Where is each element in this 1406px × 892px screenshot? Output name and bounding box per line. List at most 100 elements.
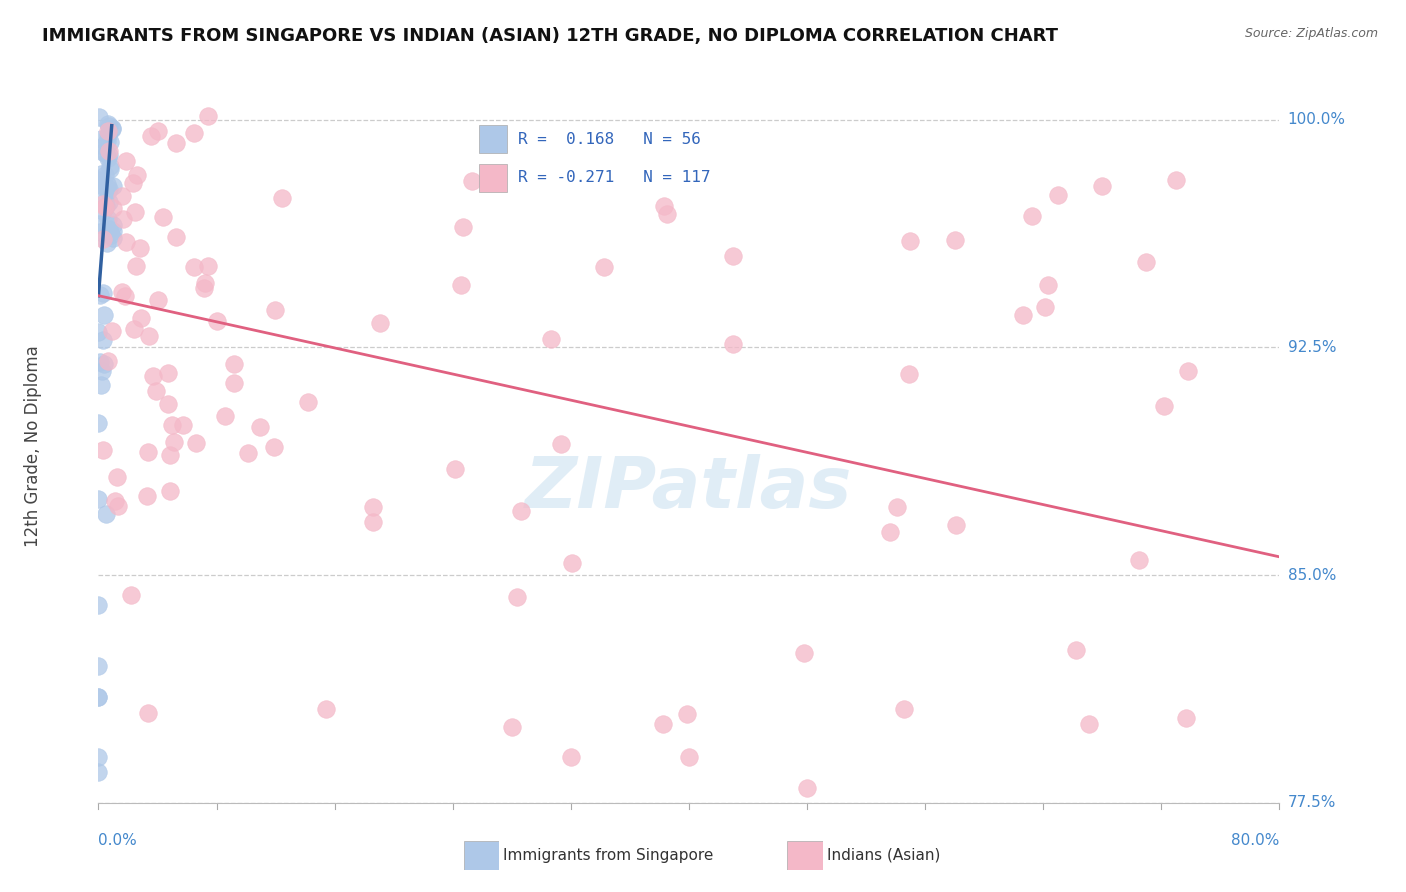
- Point: [593, 260, 616, 274]
- Point: [89, 355, 111, 369]
- Point: [1091, 179, 1114, 194]
- Point: [450, 277, 472, 292]
- Point: [900, 234, 922, 248]
- Point: [89, 288, 111, 302]
- Point: [183, 260, 205, 274]
- Point: [1038, 278, 1060, 293]
- Point: [98, 135, 121, 149]
- Point: [91, 442, 114, 457]
- Point: [1012, 309, 1035, 323]
- Point: [879, 524, 901, 539]
- Point: [194, 277, 217, 291]
- Point: [264, 303, 287, 318]
- Text: Source: ZipAtlas.com: Source: ZipAtlas.com: [1244, 27, 1378, 40]
- Point: [100, 122, 122, 136]
- Point: [550, 437, 572, 451]
- Point: [886, 500, 908, 515]
- Point: [91, 145, 114, 160]
- Point: [509, 503, 531, 517]
- Point: [1033, 300, 1056, 314]
- Point: [94, 168, 117, 182]
- Point: [1046, 188, 1070, 202]
- Point: [1135, 255, 1157, 269]
- Point: [90, 167, 112, 181]
- Point: [166, 229, 188, 244]
- Point: [96, 134, 118, 148]
- Point: [96, 178, 118, 192]
- Point: [100, 227, 122, 242]
- Point: [97, 212, 120, 227]
- Point: [361, 515, 384, 529]
- Point: [89, 217, 111, 231]
- Point: [139, 128, 162, 143]
- Point: [114, 288, 136, 302]
- Point: [111, 188, 134, 202]
- Point: [87, 659, 110, 673]
- Point: [1128, 553, 1150, 567]
- Point: [540, 332, 562, 346]
- Point: [100, 324, 122, 338]
- Point: [90, 364, 112, 378]
- Point: [105, 470, 128, 484]
- Point: [138, 329, 160, 343]
- Point: [98, 119, 121, 133]
- Point: [560, 750, 582, 764]
- Point: [1064, 643, 1087, 657]
- Point: [159, 448, 181, 462]
- Point: [561, 556, 583, 570]
- Point: [945, 233, 967, 247]
- Point: [90, 378, 112, 392]
- Point: [898, 368, 921, 382]
- Point: [723, 249, 745, 263]
- Point: [122, 176, 145, 190]
- Point: [453, 220, 475, 235]
- Text: 80.0%: 80.0%: [1232, 833, 1279, 848]
- Point: [893, 701, 915, 715]
- Point: [136, 489, 159, 503]
- Point: [1166, 173, 1188, 187]
- Point: [87, 690, 110, 704]
- Text: IMMIGRANTS FROM SINGAPORE VS INDIAN (ASIAN) 12TH GRADE, NO DIPLOMA CORRELATION C: IMMIGRANTS FROM SINGAPORE VS INDIAN (ASI…: [42, 27, 1059, 45]
- Point: [157, 397, 180, 411]
- Point: [159, 484, 181, 499]
- Point: [461, 174, 484, 188]
- Point: [973, 811, 995, 825]
- Point: [98, 182, 121, 196]
- Point: [90, 178, 112, 192]
- Point: [678, 750, 700, 764]
- Point: [91, 204, 114, 219]
- Point: [654, 198, 676, 212]
- Point: [723, 337, 745, 351]
- Point: [101, 224, 124, 238]
- Point: [900, 887, 922, 892]
- Point: [165, 136, 187, 150]
- Point: [271, 191, 294, 205]
- Point: [114, 235, 136, 249]
- Text: 12th Grade, No Diploma: 12th Grade, No Diploma: [24, 345, 42, 547]
- Point: [91, 232, 114, 246]
- Text: Immigrants from Singapore: Immigrants from Singapore: [503, 848, 714, 863]
- Point: [162, 417, 184, 432]
- Point: [315, 702, 337, 716]
- Point: [87, 750, 110, 764]
- Point: [87, 765, 110, 780]
- Point: [93, 357, 115, 371]
- Point: [675, 707, 697, 722]
- Point: [146, 124, 169, 138]
- Point: [91, 285, 114, 300]
- Point: [98, 195, 121, 210]
- Point: [101, 201, 124, 215]
- Point: [107, 500, 129, 514]
- Point: [87, 492, 110, 507]
- Point: [87, 111, 110, 125]
- Point: [87, 690, 110, 704]
- Point: [98, 222, 121, 236]
- Point: [197, 259, 219, 273]
- Point: [136, 445, 159, 459]
- Point: [172, 418, 194, 433]
- Point: [651, 717, 673, 731]
- Point: [111, 285, 134, 299]
- Point: [97, 151, 120, 165]
- Text: 100.0%: 100.0%: [1288, 112, 1346, 127]
- Point: [214, 409, 236, 423]
